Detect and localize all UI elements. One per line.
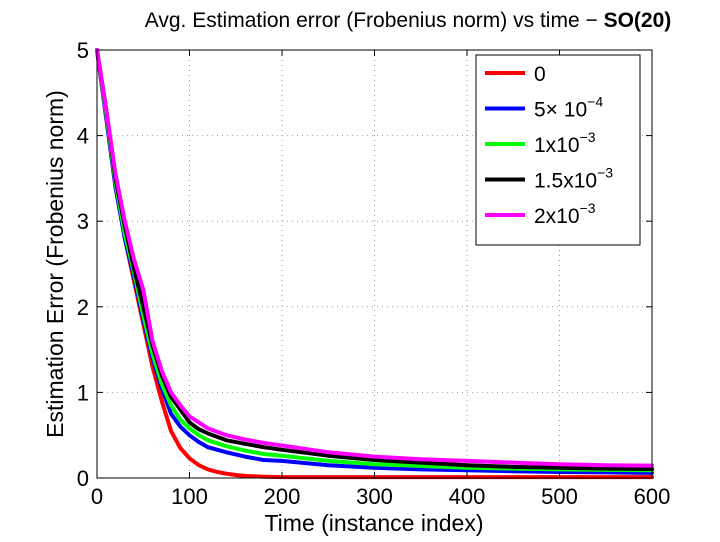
legend-label-3: 1.5x10−3 bbox=[534, 165, 613, 193]
y-axis-label: Estimation Error (Frobenius norm) bbox=[42, 90, 68, 438]
y-tick-label: 1 bbox=[77, 380, 89, 405]
x-axis-label: Time (instance index) bbox=[264, 510, 483, 536]
series-line-4 bbox=[95, 48, 654, 468]
chart-title: Avg. Estimation error (Frobenius norm) v… bbox=[145, 9, 672, 32]
x-tick-label: 200 bbox=[264, 484, 301, 509]
y-tick-label: 5 bbox=[77, 38, 89, 63]
legend-label-2: 1x10−3 bbox=[534, 129, 596, 157]
ticks bbox=[96, 49, 653, 479]
legend: 0 5× 10−4 1x10−3 1.5x10−3 2x10−3 bbox=[475, 54, 641, 246]
y-tick-label: 4 bbox=[77, 124, 89, 149]
x-tick-label: 400 bbox=[449, 484, 486, 509]
y-tick-label: 0 bbox=[77, 466, 89, 491]
x-tick-label: 100 bbox=[171, 484, 208, 509]
legend-label-1: 5× 10−4 bbox=[534, 94, 603, 122]
x-tick-labels: 0 100 200 300 400 500 600 bbox=[91, 484, 670, 509]
y-tick-label: 3 bbox=[77, 209, 89, 234]
x-tick-label: 300 bbox=[356, 484, 393, 509]
chart-title-bold: SO(20) bbox=[604, 9, 672, 32]
series-line-3 bbox=[95, 48, 654, 471]
legend-label-4: 2x10−3 bbox=[534, 200, 596, 228]
series-lines bbox=[95, 48, 654, 480]
x-tick-label: 500 bbox=[541, 484, 578, 509]
legend-label-0: 0 bbox=[534, 63, 546, 86]
x-tick-label: 0 bbox=[91, 484, 103, 509]
y-tick-labels: 0 1 2 3 4 5 bbox=[77, 38, 89, 491]
y-tick-label: 2 bbox=[77, 295, 89, 320]
chart-title-text: Avg. Estimation error (Frobenius norm) v… bbox=[145, 9, 598, 32]
x-tick-label: 600 bbox=[634, 484, 671, 509]
